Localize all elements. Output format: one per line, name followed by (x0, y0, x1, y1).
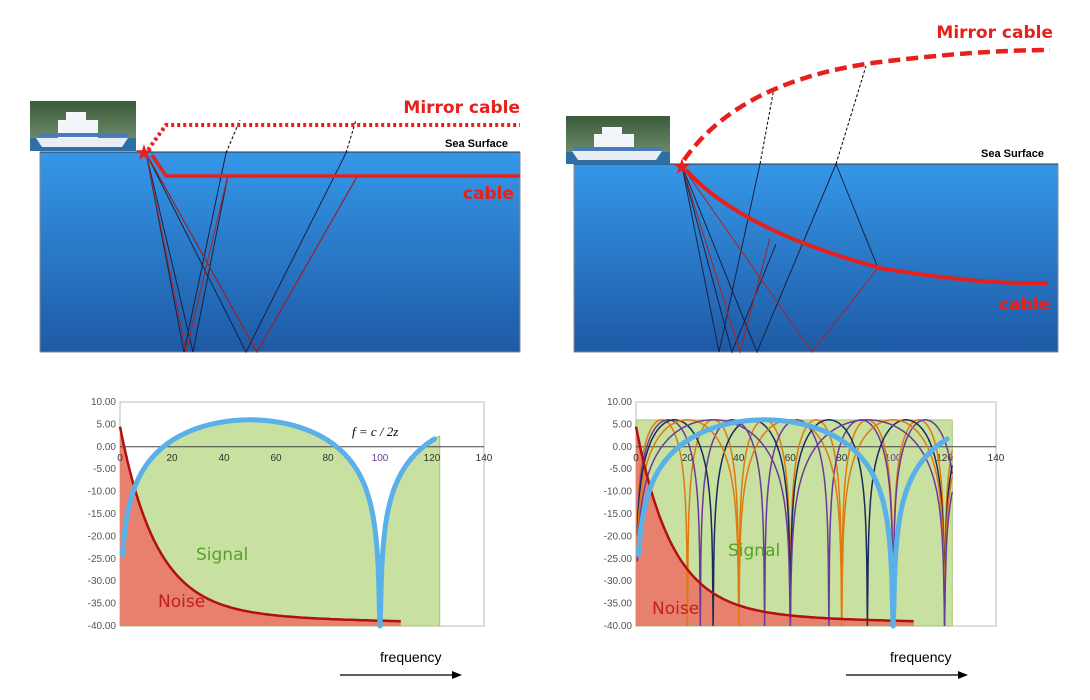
y-tick-label: 10.00 (607, 397, 632, 408)
y-tick-label: -15.00 (604, 509, 633, 520)
y-tick-label: -20.00 (88, 531, 117, 542)
x-tick-label: 100 (885, 453, 902, 464)
series-line (636, 419, 954, 627)
sea-surface-label: Sea Surface (981, 148, 1044, 160)
arrow-right-icon (340, 671, 462, 679)
noise-curve (118, 426, 401, 623)
x-tick-label: 0 (117, 453, 123, 464)
source-star-icon: ★ (672, 155, 692, 180)
x-tick-label: 140 (988, 453, 1005, 464)
water-body (39, 151, 521, 353)
y-tick-label: 5.00 (613, 419, 633, 430)
streamer-cable (150, 154, 520, 178)
y-tick-label: -5.00 (609, 464, 632, 475)
y-tick-label: -10.00 (604, 487, 633, 498)
response-curve (120, 417, 438, 629)
y-tick-label: 5.00 (97, 419, 117, 430)
y-tick-label: -35.00 (604, 599, 633, 610)
y-tick-label: 10.00 (91, 397, 116, 408)
noise-curve (634, 426, 914, 623)
formula-annotation: f = c / 2z (352, 424, 398, 439)
right-curved-streamer-diagram: ★ Mirror cable cable Sea Surface (566, 23, 1059, 354)
x-tick-label: 40 (218, 453, 230, 464)
noise-label: Noise (652, 599, 699, 619)
noise-area (636, 426, 914, 626)
x-tick-label: 40 (733, 453, 745, 464)
y-tick-label: -40.00 (88, 621, 117, 632)
y-tick-label: -20.00 (604, 531, 633, 542)
y-tick-label: -30.00 (604, 576, 633, 587)
water-body (573, 163, 1059, 353)
left-flat-streamer-diagram: ★ Mirror cable cable Sea Surface (30, 98, 521, 354)
chart-plot-layer: 10.00 5.00 0.00 -5.00 -10.00 -15.00 -20.00 -25.… (604, 397, 1005, 632)
response-curve (636, 417, 950, 629)
left-ghost-response-chart: 10.00 5.00 0.00 -5.00 -10.00 -15.00 -20.00 -25.… (88, 397, 493, 665)
y-tick-label: -5.00 (93, 464, 116, 475)
mirror-cable-label: Mirror cable (936, 23, 1053, 43)
frequency-label: frequency (890, 649, 951, 665)
series-line (636, 419, 954, 627)
mirror-cable (682, 47, 1051, 162)
noise-label: Noise (158, 592, 205, 612)
ray-paths (145, 119, 359, 354)
x-tick-label: 140 (476, 453, 493, 464)
y-tick-label: -25.00 (88, 554, 117, 565)
x-tick-label: 80 (322, 453, 334, 464)
x-tick-label: 60 (270, 453, 282, 464)
chart-plot-layer: 10.00 5.00 0.00 -5.00 -10.00 -15.00 -20.00 -25.… (88, 397, 493, 632)
mirror-cable-label: Mirror cable (403, 98, 520, 118)
x-tick-label: 100 (372, 453, 389, 464)
y-tick-label: -15.00 (88, 509, 117, 520)
ray-paths (681, 65, 879, 354)
signal-label: Signal (196, 545, 248, 565)
x-tick-label: 120 (424, 453, 441, 464)
sea-surface-label: Sea Surface (445, 138, 508, 150)
y-tick-label: 0.00 (97, 442, 117, 453)
y-tick-label: -40.00 (604, 621, 633, 632)
ship-photo (30, 101, 136, 151)
noise-area (120, 426, 401, 626)
frequency-label: frequency (380, 649, 441, 665)
mirror-cable (146, 123, 520, 152)
x-tick-label: 20 (166, 453, 178, 464)
y-tick-label: -30.00 (88, 576, 117, 587)
y-tick-label: -10.00 (88, 487, 117, 498)
streamer-cable (684, 168, 1049, 286)
x-tick-label: 0 (633, 453, 639, 464)
x-tick-label: 60 (785, 453, 797, 464)
x-tick-label: 120 (936, 453, 953, 464)
y-tick-label: -25.00 (604, 554, 633, 565)
ship-photo (566, 116, 670, 164)
right-ghost-response-chart: 10.00 5.00 0.00 -5.00 -10.00 -15.00 -20.00 -25.… (604, 397, 1005, 665)
y-tick-label: -35.00 (88, 599, 117, 610)
signal-label: Signal (728, 541, 780, 561)
y-tick-label: 0.00 (613, 442, 633, 453)
cable-label: cable (463, 184, 514, 204)
arrow-right-icon (846, 671, 968, 679)
cable-label: cable (999, 295, 1050, 315)
source-star-icon: ★ (134, 141, 154, 166)
x-tick-label: 80 (836, 453, 848, 464)
x-tick-label: 20 (682, 453, 694, 464)
